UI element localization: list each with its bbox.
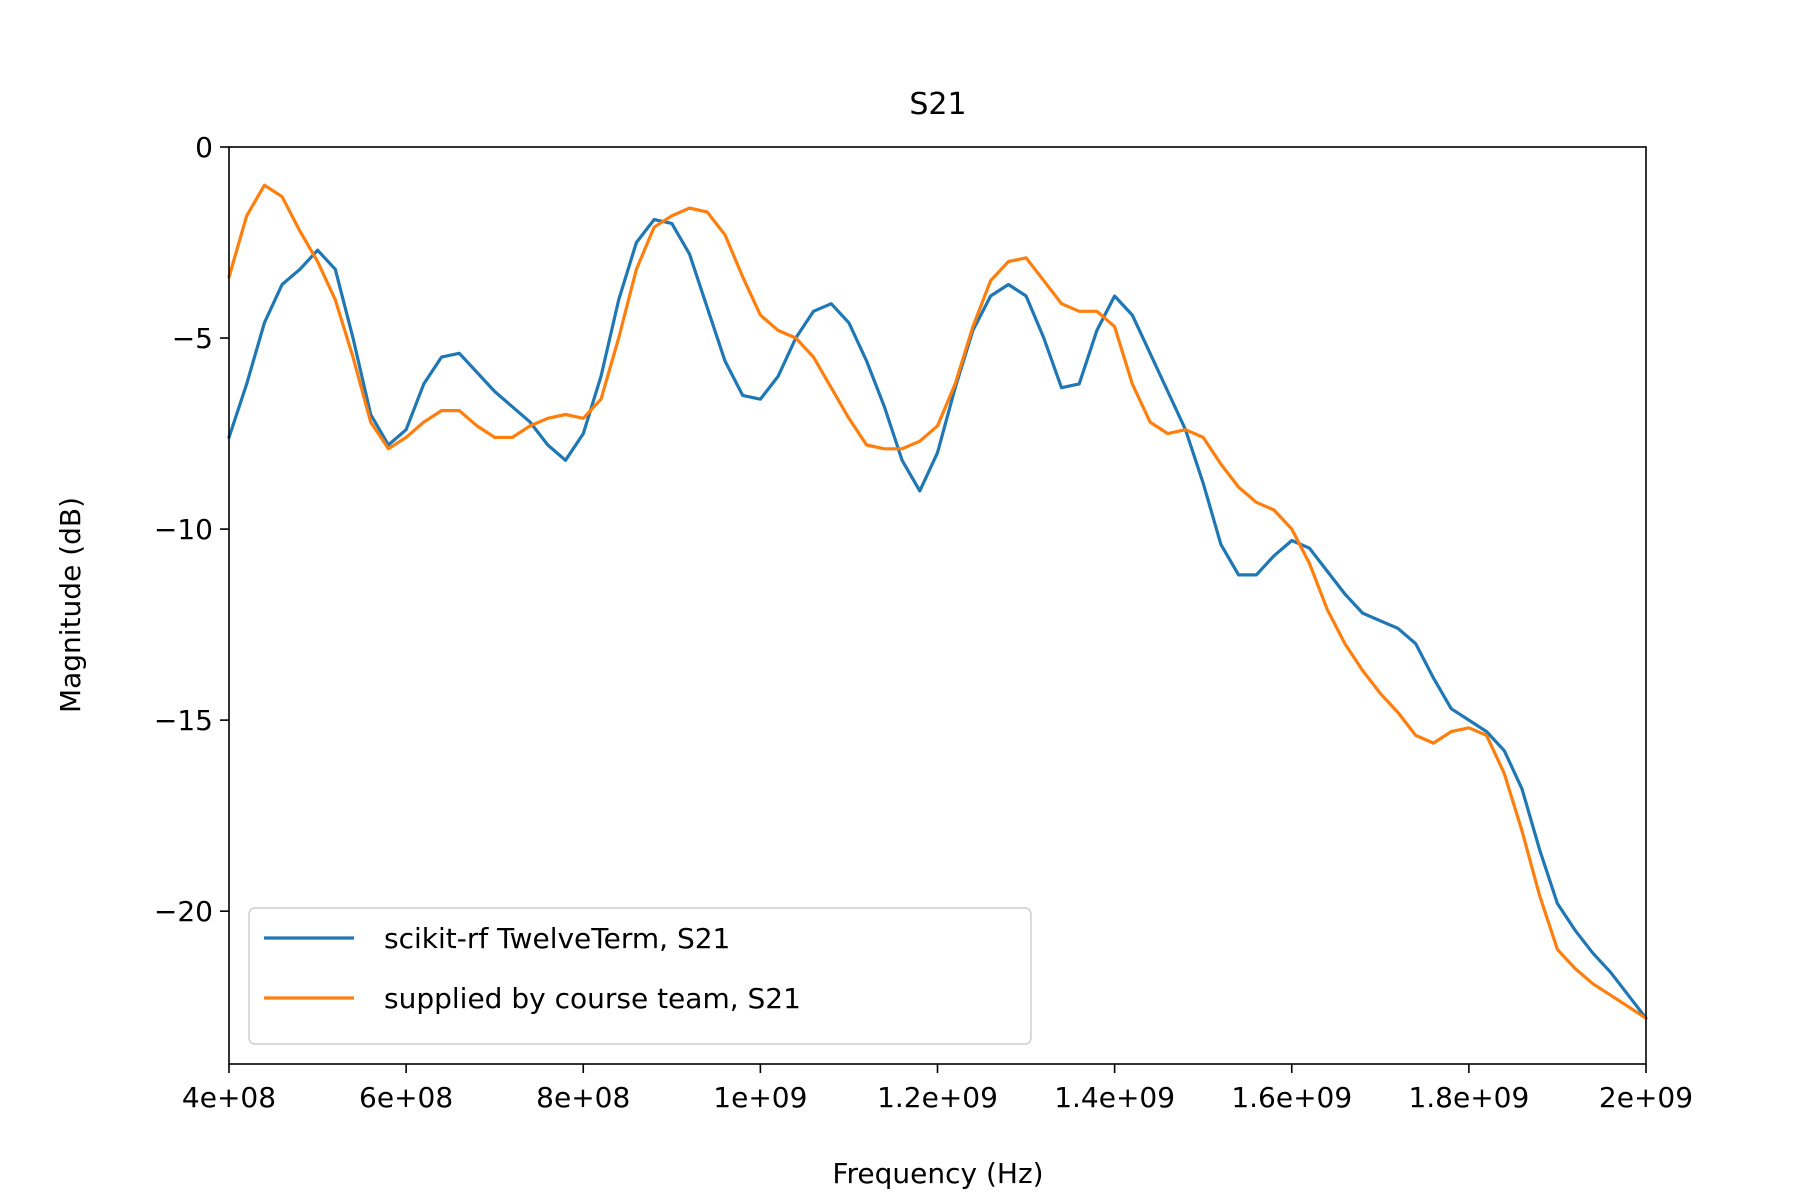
series-layer bbox=[227, 183, 1648, 1020]
x-tick-label: 1e+09 bbox=[713, 1081, 807, 1114]
y-axis-label: Magnitude (dB) bbox=[54, 497, 87, 713]
y-axis: 0 −5 −10 −15 −20 bbox=[154, 131, 229, 928]
x-tick-label: 1.8e+09 bbox=[1408, 1081, 1529, 1114]
legend-label-1: scikit-rf TwelveTerm, S21 bbox=[384, 922, 730, 955]
y-tick-label: −20 bbox=[154, 895, 213, 928]
x-tick-label: 4e+08 bbox=[182, 1081, 276, 1114]
x-tick-label: 1.6e+09 bbox=[1231, 1081, 1352, 1114]
y-tick-label: −10 bbox=[154, 513, 213, 546]
x-tick-label: 8e+08 bbox=[536, 1081, 630, 1114]
y-tick-label: 0 bbox=[195, 131, 213, 164]
chart-title: S21 bbox=[909, 87, 966, 122]
y-tick-label: −15 bbox=[154, 704, 213, 737]
series-line-2 bbox=[227, 183, 1648, 1020]
x-axis: 4e+08 6e+08 8e+08 1e+09 1.2e+09 1.4e+09 1.6e+0… bbox=[182, 1064, 1693, 1114]
x-tick-label: 6e+08 bbox=[359, 1081, 453, 1114]
legend-box bbox=[248, 907, 1032, 1045]
x-tick-label: 1.2e+09 bbox=[877, 1081, 998, 1114]
x-axis-label: Frequency (Hz) bbox=[832, 1157, 1043, 1190]
x-tick-label: 2e+09 bbox=[1599, 1081, 1693, 1114]
legend-label-2: supplied by course team, S21 bbox=[384, 982, 801, 1015]
legend: scikit-rf TwelveTerm, S21 supplied by cou… bbox=[248, 907, 1032, 1045]
x-tick-label: 1.4e+09 bbox=[1054, 1081, 1175, 1114]
y-tick-label: −5 bbox=[172, 322, 213, 355]
series-line-1 bbox=[227, 218, 1648, 1020]
